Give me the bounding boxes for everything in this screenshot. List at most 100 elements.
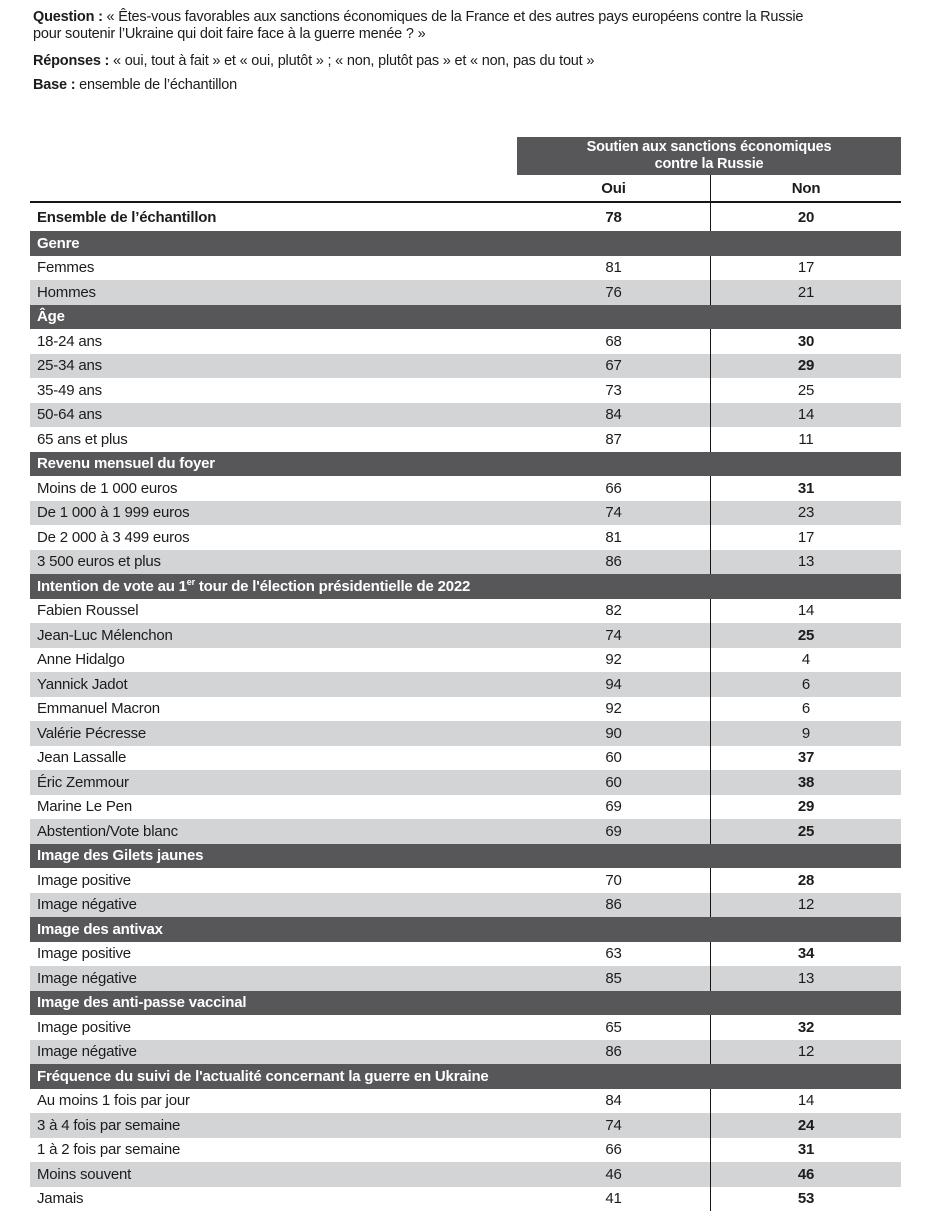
table-row: Hommes 76 21	[30, 280, 901, 305]
non-value: 53	[710, 1186, 901, 1211]
oui-value: 84	[605, 1092, 622, 1110]
non-value: 14	[710, 402, 901, 427]
table-row: 65 ans et plus 87 11	[30, 427, 901, 452]
section-label: Image des anti-passe vaccinal	[37, 994, 247, 1012]
non-value: 25	[710, 819, 901, 844]
row-label: Jean-Luc Mélenchon	[37, 626, 173, 644]
table-row: 3 à 4 fois par semaine 74 24	[30, 1113, 901, 1138]
oui-value: 90	[605, 724, 622, 742]
oui-value: 46	[605, 1165, 622, 1183]
row-label: Jean Lassalle	[37, 749, 127, 767]
row-label: Valérie Pécresse	[37, 724, 147, 742]
row-label: Image négative	[37, 896, 137, 914]
table-row: Marine Le Pen 69 29	[30, 794, 901, 819]
table-row: 1 à 2 fois par semaine 66 31	[30, 1137, 901, 1162]
oui-value: 76	[605, 283, 622, 301]
table-row: Moins de 1 000 euros 66 31	[30, 476, 901, 501]
non-value: 29	[710, 794, 901, 819]
section-header-row: Image des antivax	[30, 917, 901, 942]
non-value: 11	[710, 427, 901, 452]
table-row: Éric Zemmour 60 38	[30, 770, 901, 795]
oui-value: 92	[605, 700, 622, 718]
responses-label: Réponses :	[33, 53, 110, 69]
oui-value: 68	[605, 332, 622, 350]
row-label: Éric Zemmour	[37, 773, 129, 791]
non-value: 31	[710, 476, 901, 501]
base-line: Base : ensemble de l’échantillon	[33, 77, 918, 94]
non-value: 25	[710, 378, 901, 403]
row-label: Marine Le Pen	[37, 798, 132, 816]
non-value: 46	[710, 1162, 901, 1187]
oui-value: 69	[605, 822, 622, 840]
row-label: Moins de 1 000 euros	[37, 479, 178, 497]
table-row: Moins souvent 46 46	[30, 1162, 901, 1187]
row-label: 3 à 4 fois par semaine	[37, 1116, 181, 1134]
table-row: Emmanuel Macron 92 6	[30, 696, 901, 721]
non-value: 13	[710, 549, 901, 574]
oui-value: 87	[605, 430, 622, 448]
row-label: Yannick Jadot	[37, 675, 128, 693]
table-row: 50-64 ans 84 14	[30, 402, 901, 427]
oui-value: 60	[605, 773, 622, 791]
column-header-non: Non	[710, 175, 901, 201]
oui-value: 41	[605, 1190, 622, 1208]
non-value: 6	[710, 672, 901, 697]
section-header-row: Image des Gilets jaunes	[30, 843, 901, 868]
column-group-header: Soutien aux sanctions économiques contre…	[517, 137, 901, 175]
table-row: Image négative 86 12	[30, 892, 901, 917]
results-table: Soutien aux sanctions économiques contre…	[30, 137, 901, 1211]
responses-text: « oui, tout à fait » et « oui, plutôt » …	[109, 53, 595, 69]
non-value: 25	[710, 623, 901, 648]
row-label: Hommes	[37, 283, 96, 301]
non-value: 29	[710, 353, 901, 378]
intro-block: Question : « Êtes-vous favorables aux sa…	[33, 9, 918, 93]
table-row: Image négative 85 13	[30, 966, 901, 991]
column-header-oui: Oui	[601, 179, 626, 197]
oui-value: 74	[605, 626, 622, 644]
row-label: Image négative	[37, 1043, 137, 1061]
section-label: Âge	[37, 308, 65, 326]
table-row: Image positive 70 28	[30, 868, 901, 893]
table-row: Abstention/Vote blanc 69 25	[30, 819, 901, 844]
oui-value: 86	[605, 553, 622, 571]
row-label: Moins souvent	[37, 1165, 132, 1183]
non-value: 32	[710, 1015, 901, 1040]
row-label: 65 ans et plus	[37, 430, 128, 448]
table-row: Image positive 65 32	[30, 1015, 901, 1040]
oui-value: 65	[605, 1018, 622, 1036]
oui-value: 69	[605, 798, 622, 816]
row-label: Ensemble de l’échantillon	[37, 208, 217, 226]
oui-value: 66	[605, 1141, 622, 1159]
non-value: 14	[710, 1088, 901, 1113]
empty-header-cell	[30, 175, 517, 201]
table-row: 35-49 ans 73 25	[30, 378, 901, 403]
oui-value: 84	[605, 406, 622, 424]
table-row: Jamais 41 53	[30, 1186, 901, 1211]
row-label: De 1 000 à 1 999 euros	[37, 504, 190, 522]
base-text: ensemble de l’échantillon	[75, 76, 237, 93]
non-value: 12	[710, 892, 901, 917]
table-row: Femmes 81 17	[30, 255, 901, 280]
table-body: Ensemble de l’échantillon 78 20 Genre Femmes…	[30, 203, 901, 1211]
table-row: 25-34 ans 67 29	[30, 353, 901, 378]
non-value: 17	[710, 525, 901, 550]
row-label: Femmes	[37, 259, 95, 277]
row-label: 50-64 ans	[37, 406, 102, 424]
non-value: 31	[710, 1137, 901, 1162]
oui-value: 94	[605, 675, 622, 693]
question-label: Question :	[33, 9, 103, 25]
row-label: 3 500 euros et plus	[37, 553, 161, 571]
section-header-row: Intention de vote au 1er tour de l'élect…	[30, 574, 901, 599]
section-label: Image des antivax	[37, 920, 163, 938]
row-label: Au moins 1 fois par jour	[37, 1092, 190, 1110]
section-label: Image des Gilets jaunes	[37, 847, 204, 865]
oui-value: 86	[605, 1043, 622, 1061]
table-row: Valérie Pécresse 90 9	[30, 721, 901, 746]
non-value: 4	[710, 647, 901, 672]
row-label: Jamais	[37, 1190, 84, 1208]
oui-value: 70	[605, 871, 622, 889]
section-header-row: Genre	[30, 231, 901, 256]
question-line: Question : « Êtes-vous favorables aux sa…	[33, 9, 918, 42]
table-row: Jean-Luc Mélenchon 74 25	[30, 623, 901, 648]
